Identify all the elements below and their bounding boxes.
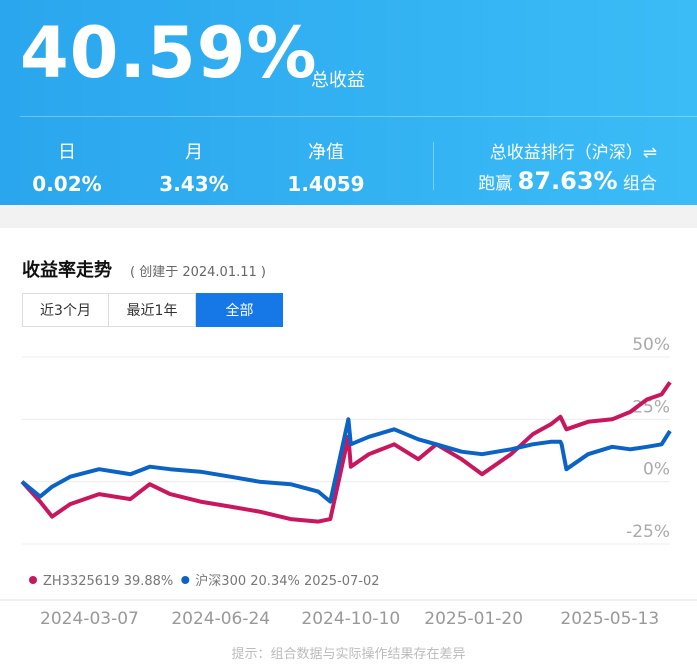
stat-value: 3.43%	[159, 172, 229, 196]
footer-note: 提示：组合数据与实际操作结果存在差异	[231, 647, 466, 662]
chart: 50%25%0%-25%ZH3325619 39.88% 沪深300 20.34%…	[0, 335, 697, 629]
stat: 月 3.43%	[134, 138, 254, 196]
y-tick-label: -25%	[626, 522, 670, 542]
series-line	[20, 381, 672, 524]
legend-value: 39.88%	[124, 574, 174, 589]
tabs: 近3个月 最近1年 全部	[22, 293, 283, 327]
legend-marker	[29, 576, 37, 584]
divider	[20, 116, 697, 117]
legend-entry: 沪深300 20.34% 2025-07-02	[195, 573, 379, 589]
y-tick-label: 50%	[632, 335, 670, 355]
stat: 净值 1.4059	[266, 138, 386, 196]
x-tick-label: 2024-10-10	[301, 609, 400, 629]
total-label: 总收益	[311, 70, 365, 91]
legend-marker	[181, 576, 190, 584]
spacer	[0, 205, 697, 228]
total-return: 40.59%	[20, 12, 318, 94]
y-tick-label: 0%	[643, 460, 670, 480]
series-line	[20, 417, 672, 504]
stat-value: 1.4059	[287, 172, 365, 196]
stat-label: 净值	[308, 142, 344, 163]
header: 40.59% 总收益 日 0.02% 月 3.43% 净值 1.4059 总收益排行（…	[0, 0, 697, 205]
x-tick-label: 2025-01-20	[424, 609, 523, 629]
rank[interactable]: 总收益排行（沪深）⇌ 跑赢 87.63% 组合	[478, 138, 657, 195]
rank-prefix: 跑赢	[478, 174, 513, 194]
x-tick-label: 2024-06-24	[171, 609, 270, 629]
stat-value: 0.02%	[32, 172, 102, 196]
stat: 日 0.02%	[7, 138, 127, 196]
legend-value: 20.34%	[250, 574, 300, 589]
legend-name: 沪深300	[195, 573, 246, 589]
created-date: ( 创建于 2024.01.11 )	[130, 265, 266, 280]
x-tick-label: 2025-05-13	[560, 609, 659, 629]
rank-title[interactable]: 总收益排行（沪深）⇌	[489, 143, 657, 163]
divider	[433, 142, 434, 190]
tab[interactable]: 最近1年	[109, 293, 196, 327]
rank-suffix: 组合	[623, 174, 657, 194]
rank-value: 87.63%	[517, 167, 618, 195]
legend-entry: ZH3325619 39.88%	[43, 574, 173, 589]
stat-label: 日	[58, 142, 76, 163]
x-tick-label: 2024-03-07	[40, 609, 139, 629]
legend-name: ZH3325619	[43, 574, 120, 589]
card-title: 收益率走势	[22, 260, 112, 281]
legend-date: 2025-07-02	[304, 574, 380, 589]
tab[interactable]: 近3个月	[22, 293, 109, 327]
tab-active[interactable]: 全部	[196, 293, 283, 327]
stat-label: 月	[185, 142, 203, 163]
